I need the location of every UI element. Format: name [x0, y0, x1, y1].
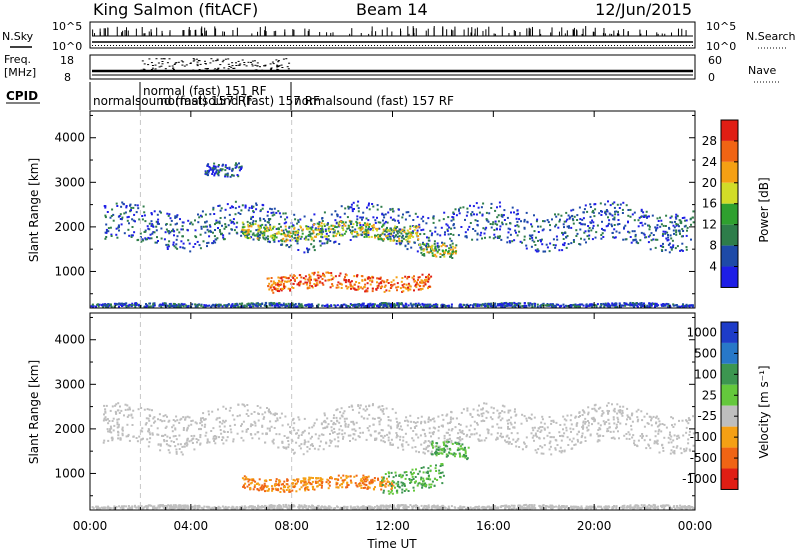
velocity-ytick-label-1: 2000	[54, 422, 85, 436]
velocity-echo-region-0	[102, 402, 695, 456]
power-colorbar-swatch-7	[721, 266, 738, 288]
velocity-colorbar-tick-6: -500	[690, 451, 717, 465]
velocity-colorbar-swatch-3	[721, 384, 738, 406]
power-transition-lines	[139, 111, 293, 308]
velocity-colorbar-tick-0: 1000	[686, 325, 717, 339]
power-colorbar-tick-5: 24	[702, 155, 717, 169]
station-title: King Salmon (fitACF)	[93, 0, 258, 19]
cpid-segment-3: normalsound (fast) 157 RF	[160, 94, 320, 108]
nsky-label: N.Sky	[2, 30, 34, 43]
power-colorbar-swatch-0	[721, 120, 738, 141]
power-ytick-label-3: 4000	[54, 131, 85, 145]
velocity-ylabel: Slant Range [km]	[27, 360, 41, 464]
velocity-colorbar-swatch-2	[721, 363, 738, 385]
velocity-colorbar-swatch-4	[721, 405, 738, 427]
xtick-label-0: 00:00	[73, 519, 108, 533]
power-colorbar-tick-1: 8	[709, 239, 717, 253]
power-colorbar-label: Power [dB]	[757, 177, 771, 242]
freq-tick-bottom: 8	[64, 71, 71, 84]
velocity-colorbar-tick-1: 500	[694, 346, 717, 360]
nave-tick-bottom: 0	[708, 71, 715, 84]
power-ytick-label-2: 3000	[54, 175, 85, 189]
nave-label: Nave	[748, 64, 776, 77]
power-colorbar-tick-6: 28	[702, 134, 717, 148]
power-echo-region-1	[241, 219, 420, 243]
power-colorbar-swatch-5	[721, 224, 738, 246]
xtick-label-6: 00:00	[678, 519, 713, 533]
nsearch-tick-top: 10^5	[706, 20, 736, 33]
power-colorbar-tick-2: 12	[702, 218, 717, 232]
power-panel: 1000 2000 3000 4000 Slant Range [km]	[27, 110, 696, 309]
velocity-colorbar-swatch-5	[721, 426, 738, 448]
cpid-segment-1: normalsound (fast) 157 RF	[93, 94, 253, 108]
velocity-colorbar-swatch-6	[721, 447, 738, 469]
nave-tick-top: 60	[708, 54, 722, 67]
freq-label: Freq.	[4, 53, 31, 66]
power-echo-scatter	[90, 162, 695, 308]
velocity-colorbar-label: Velocity [m s⁻¹]	[757, 365, 771, 458]
cpid-strip: CPID normalsound (fast) 157 RF normal (f…	[6, 82, 454, 110]
velocity-ytick-label-0: 1000	[54, 466, 85, 480]
power-colorbar-tick-4: 20	[702, 176, 717, 190]
power-colorbar-tick-3: 16	[702, 197, 717, 211]
power-echo-region-2	[266, 271, 433, 294]
power-colorbar-tick-0: 4	[709, 260, 717, 274]
power-echo-region-4	[204, 162, 243, 178]
velocity-ytick-label-2: 3000	[54, 377, 85, 391]
nsky-strip: N.Sky 10^5 10^0 10^5 10^0 N.Search	[2, 20, 796, 53]
velocity-echo-region-1	[241, 474, 395, 493]
freq-unit-label: [MHz]	[4, 66, 36, 79]
xtick-label-1: 04:00	[174, 519, 209, 533]
cpid-segment-2: normal (fast) 151 RF	[143, 84, 267, 98]
xtick-label-4: 16:00	[476, 519, 511, 533]
power-colorbar-swatch-4	[721, 203, 738, 225]
cpid-label: CPID	[6, 89, 38, 103]
power-colorbar-swatch-6	[721, 245, 738, 267]
nsearch-tick-bottom: 10^0	[706, 40, 736, 53]
velocity-ytick-label-3: 4000	[54, 333, 85, 347]
time-axis: 00:00 04:00 08:00 12:00 16:00 20:00 00:00	[73, 111, 713, 533]
velocity-colorbar-tick-7: -1000	[682, 472, 717, 486]
velocity-transition-lines	[139, 313, 293, 510]
date-title: 12/Jun/2015	[595, 0, 692, 19]
nsky-tick-top: 10^5	[52, 20, 82, 33]
velocity-colorbar-swatch-0	[721, 322, 738, 343]
xtick-label-5: 20:00	[577, 519, 612, 533]
beam-title: Beam 14	[356, 0, 428, 19]
velocity-echo-scatter	[91, 402, 695, 510]
power-ylabel: Slant Range [km]	[27, 158, 41, 262]
xtick-label-3: 12:00	[375, 519, 410, 533]
cpid-segment-4: normalsound (fast) 157 RF	[294, 94, 454, 108]
time-axis-label: Time UT	[366, 537, 417, 551]
power-echo-region-3	[418, 242, 458, 259]
velocity-echo-region-3	[430, 440, 470, 461]
freq-tick-top: 18	[60, 54, 74, 67]
velocity-colorbar-tick-2: 100	[694, 367, 717, 381]
velocity-colorbar-tick-3: 25	[702, 388, 717, 402]
freq-strip: Freq. [MHz] 18 8 60 0 Nave	[4, 53, 780, 84]
nsky-tick-bottom: 10^0	[52, 40, 82, 53]
velocity-panel: 1000 2000 3000 4000 Slant Range [km]	[27, 312, 696, 511]
power-colorbar: 4 8 12 16 20 24 28	[702, 119, 739, 288]
velocity-colorbar-swatch-1	[721, 342, 738, 364]
velocity-colorbar: 1000 500 100 25 -25 -100 -500 -1000	[682, 321, 739, 490]
velocity-colorbar-tick-4: -25	[697, 409, 717, 423]
power-colorbar-swatch-1	[721, 140, 738, 162]
velocity-colorbar-swatch-7	[721, 468, 738, 490]
xtick-label-2: 08:00	[274, 519, 309, 533]
velocity-colorbar-tick-5: -100	[690, 430, 717, 444]
power-colorbar-swatch-2	[721, 161, 738, 183]
power-ytick-label-1: 2000	[54, 220, 85, 234]
power-ytick-label-0: 1000	[54, 264, 85, 278]
velocity-echo-region-2	[381, 463, 445, 495]
power-colorbar-swatch-3	[721, 182, 738, 204]
velocity-echo-region-4	[91, 503, 695, 510]
nsearch-label: N.Search	[746, 30, 796, 43]
